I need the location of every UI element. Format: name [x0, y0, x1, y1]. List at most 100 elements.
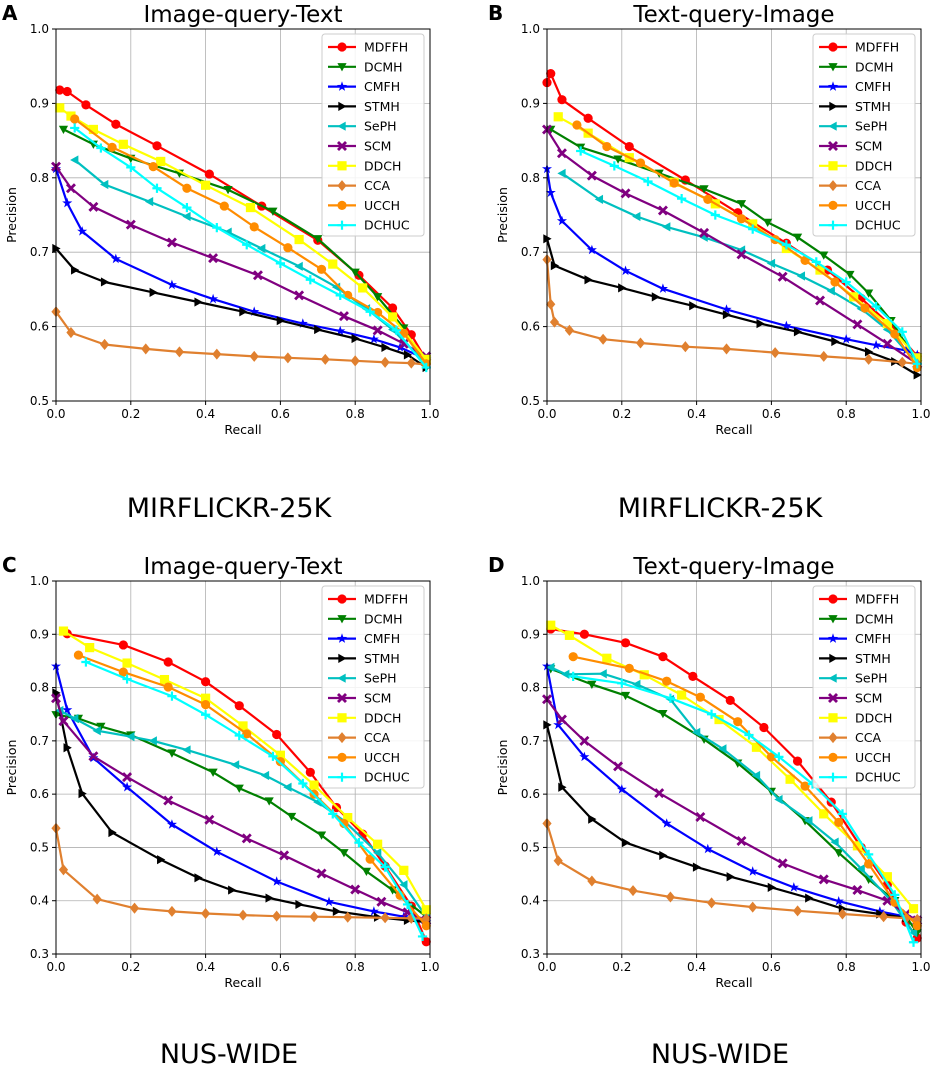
legend-entry-ucch: UCCH [819, 198, 891, 213]
data-point [338, 101, 347, 111]
tick-label-y: 0.8 [30, 681, 49, 695]
data-point [828, 594, 838, 604]
data-point [283, 352, 293, 364]
tick-label-y: 0.7 [30, 734, 49, 748]
data-point [828, 81, 838, 91]
data-point [228, 885, 237, 895]
data-point [553, 719, 564, 730]
data-point [365, 854, 375, 864]
data-point [241, 833, 252, 844]
data-point [908, 937, 919, 947]
data-point [208, 253, 219, 264]
data-point [271, 876, 282, 886]
legend-entry-seph: SePH [328, 671, 397, 686]
data-point [406, 912, 416, 924]
tick-label-y: 0.5 [30, 394, 49, 408]
data-point [841, 334, 852, 344]
chart-panel-b: 0.0 0.2 0.4 0.6 0.8 1.0 0.5 0.6 0.7 0.8 0.9 1.0 Text… [488, 1, 931, 524]
data-point [852, 841, 863, 851]
tick-label-x: 0.6 [762, 960, 781, 974]
tick-label-x: 0.8 [346, 960, 365, 974]
data-point [122, 772, 133, 783]
legend-label: SCM [364, 691, 391, 706]
data-point [338, 653, 347, 663]
data-point [182, 211, 191, 222]
axes-frame [55, 580, 431, 955]
data-point [149, 287, 158, 297]
data-point [710, 210, 720, 220]
data-point [249, 350, 259, 362]
data-point [245, 202, 256, 213]
data-point [201, 693, 211, 703]
data-point [78, 789, 87, 799]
legend-entry-ddch: DDCH [819, 158, 892, 173]
data-point [828, 121, 837, 131]
data-point [88, 201, 99, 212]
tick-label-y: 0.6 [30, 787, 49, 801]
tick-label-x: 0.4 [196, 407, 215, 421]
data-point [777, 271, 788, 282]
chart-title: Text-query-Image [632, 2, 834, 28]
data-point [77, 226, 88, 236]
legend-entry-dchuc: DCHUC [819, 770, 901, 785]
data-point [556, 714, 567, 725]
data-point [141, 343, 151, 355]
data-point [337, 81, 347, 91]
data-point [583, 113, 593, 123]
data-point [88, 124, 98, 135]
data-point [796, 271, 805, 281]
legend: MDFFH DCMH CMFH STMH SePH SCM DDCH CCA UCCH DCHUC [812, 585, 916, 789]
data-point [579, 629, 590, 639]
data-point [194, 297, 203, 307]
data-point [305, 767, 315, 777]
data-point [350, 884, 361, 895]
data-point [635, 158, 646, 168]
data-point [828, 161, 838, 171]
plot-area [542, 620, 923, 947]
data-point [549, 316, 560, 328]
data-point [238, 721, 248, 731]
data-point [328, 809, 338, 819]
data-point [908, 928, 918, 938]
data-point [337, 615, 347, 624]
data-point [635, 337, 646, 349]
data-point [613, 155, 623, 164]
data-point [546, 69, 556, 79]
data-point [718, 744, 727, 754]
data-point [126, 731, 135, 742]
data-point [100, 179, 109, 190]
tick-label-y: 0.8 [521, 681, 540, 695]
data-point [584, 275, 593, 285]
data-point [777, 858, 788, 869]
tick-label-y: 0.3 [30, 947, 49, 961]
series-line [576, 124, 919, 369]
data-point [295, 899, 304, 910]
data-point [609, 161, 619, 171]
legend-entry-mdffh: MDFFH [819, 592, 899, 607]
data-point [201, 677, 211, 687]
plot-area [542, 69, 923, 380]
data-point [272, 910, 282, 922]
data-point [897, 356, 907, 368]
data-point [828, 220, 838, 230]
tick-label-y: 1.0 [521, 574, 540, 588]
data-point [616, 784, 627, 794]
data-point [208, 768, 218, 777]
legend-label: SePH [364, 671, 397, 686]
tick-label-y: 0.6 [521, 320, 540, 334]
data-point [748, 901, 758, 913]
data-point [148, 736, 157, 746]
legend-entry-dchuc: DCHUC [819, 218, 901, 233]
tick-label-x: 0.2 [612, 407, 631, 421]
data-point [804, 816, 813, 826]
data-point [546, 662, 555, 672]
legend-entry-stmh: STMH [819, 99, 891, 114]
data-point [912, 353, 922, 363]
data-point [201, 710, 211, 720]
tick-label-y: 0.7 [521, 245, 540, 259]
legend-label: CCA [855, 730, 881, 745]
legend-entry-dcmh: DCMH [819, 59, 894, 74]
data-point [166, 819, 177, 829]
data-point [837, 809, 848, 819]
data-point [781, 240, 791, 250]
